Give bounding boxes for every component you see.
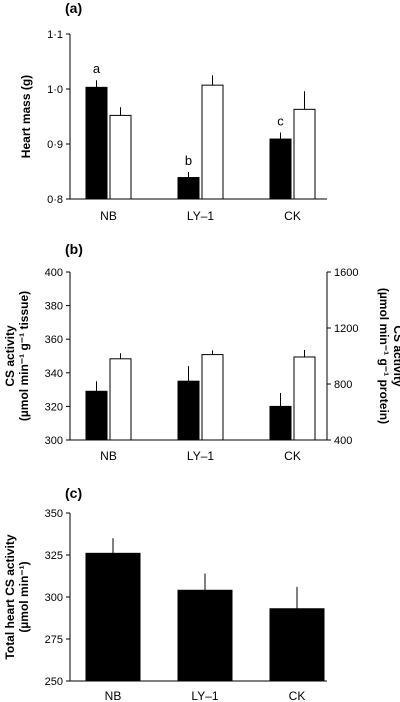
bar	[85, 390, 108, 441]
bar	[269, 138, 292, 200]
bar	[201, 84, 224, 200]
x-tick-label: LY–1	[187, 449, 214, 463]
y-tick-label: 360	[45, 334, 63, 346]
y-axis-label: Heart mass (g)	[19, 75, 33, 158]
x-tick-label: NB	[105, 689, 122, 702]
bar	[85, 86, 108, 200]
y-tick-label: 350	[45, 508, 63, 520]
x-tick-label: LY–1	[191, 689, 218, 702]
bar	[177, 589, 233, 682]
x-tick-label: CK	[284, 449, 301, 463]
y-tick-label: 1·0	[47, 84, 63, 96]
y-axis-label: (µmol min⁻¹ g⁻¹ tissue)	[17, 291, 31, 421]
y-axis-label: CS activity	[3, 325, 17, 387]
y-tick-label: 250	[45, 676, 63, 688]
y-tick-label: 275	[45, 634, 63, 646]
y-tick-label: 380	[45, 301, 63, 313]
y-tick-label: 325	[45, 550, 63, 562]
bar	[109, 114, 132, 200]
x-tick-label: NB	[100, 449, 117, 463]
bar	[293, 356, 316, 441]
bar	[269, 405, 292, 441]
panel-label: (b)	[65, 241, 83, 257]
x-tick-label: NB	[100, 209, 117, 223]
significance-letter: c	[277, 113, 284, 128]
y-tick-label: 300	[45, 592, 63, 604]
panel-label: (a)	[65, 0, 82, 16]
y-axis-label: (µmol min⁻¹)	[17, 561, 31, 632]
bar	[269, 608, 325, 682]
y2-axis-label: (µmol min⁻¹ g⁻¹ protein)	[377, 288, 391, 424]
bar	[201, 354, 224, 441]
panel-c: (c) 250 275 300 325 350 NB LY–1 CK Total heart CS…	[3, 485, 327, 702]
bar	[177, 177, 200, 200]
y-tick-label: 0·9	[47, 139, 63, 151]
y2-tick-label: 400	[334, 435, 352, 447]
bar	[85, 552, 141, 682]
bar	[293, 108, 316, 200]
panel-a: (a) 0·8 0·9 1·0 1·1 a NB b LY–1 c CK Heart mass (g)	[19, 0, 327, 223]
significance-letter: a	[93, 61, 101, 76]
bar	[109, 358, 132, 441]
y-tick-label: 0·8	[47, 194, 63, 206]
y2-tick-label: 800	[334, 379, 352, 391]
y2-tick-label: 1600	[334, 267, 358, 279]
panel-label: (c)	[65, 485, 82, 501]
x-tick-label: CK	[284, 209, 301, 223]
y-tick-label: 1·1	[47, 29, 63, 41]
x-tick-label: LY–1	[187, 209, 214, 223]
y-tick-label: 300	[45, 435, 63, 447]
y-tick-label: 400	[45, 267, 63, 279]
y2-tick-label: 1200	[334, 323, 358, 335]
significance-letter: b	[185, 153, 192, 168]
bar	[177, 380, 200, 441]
panel-b: (b) 300 320 340 360 380 400 400 800 1200 1600 NB LY–…	[3, 241, 400, 463]
y-tick-label: 320	[45, 401, 63, 413]
y2-axis-label: CS activity	[391, 325, 400, 387]
y-tick-label: 340	[45, 368, 63, 380]
x-tick-label: CK	[289, 689, 306, 702]
y-axis-label: Total heart CS activity	[3, 534, 17, 659]
